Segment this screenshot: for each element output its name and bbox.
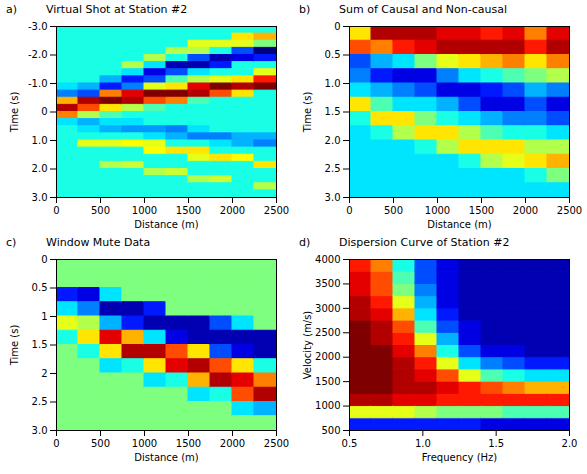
svg-text:3500: 3500 (315, 278, 340, 289)
html-text:Sum of Causal and Non-causal: Sum of Causal and Non-causal (339, 3, 508, 16)
svg-text:2.5: 2.5 (325, 163, 341, 174)
svg-text:-2.0: -2.0 (28, 49, 48, 60)
svg-text:1000: 1000 (132, 205, 157, 216)
svg-text:0.5: 0.5 (32, 282, 48, 293)
svg-text:2500: 2500 (557, 205, 582, 216)
svg-text:0: 0 (334, 21, 340, 32)
html-text:d): d) (299, 236, 311, 249)
svg-text:1000: 1000 (132, 438, 157, 449)
svg-text:1.0: 1.0 (415, 438, 431, 449)
svg-text:3.0: 3.0 (32, 425, 48, 436)
html-text:c): c) (6, 236, 17, 249)
svg-text:0: 0 (41, 254, 47, 265)
svg-text:3.0: 3.0 (32, 192, 48, 203)
svg-text:Time (s): Time (s) (302, 92, 313, 134)
svg-text:0.5: 0.5 (325, 49, 341, 60)
svg-text:Frequency (Hz): Frequency (Hz) (422, 452, 498, 463)
svg-text:Velocity (m/s): Velocity (m/s) (302, 311, 313, 380)
svg-text:-1.0: -1.0 (28, 78, 48, 89)
svg-text:1.5: 1.5 (32, 339, 48, 350)
svg-text:2500: 2500 (264, 205, 289, 216)
svg-text:2500: 2500 (264, 438, 289, 449)
html-text:a): a) (6, 3, 17, 16)
svg-text:1500: 1500 (469, 205, 494, 216)
svg-text:1.0: 1.0 (32, 135, 48, 146)
svg-text:2000: 2000 (220, 438, 245, 449)
svg-text:2000: 2000 (220, 205, 245, 216)
svg-text:2.5: 2.5 (32, 396, 48, 407)
svg-text:3.0: 3.0 (325, 192, 341, 203)
html-text:Dispersion Curve of Station #2: Dispersion Curve of Station #2 (339, 236, 510, 249)
html-text:Window Mute Data: Window Mute Data (46, 236, 151, 249)
svg-text:0: 0 (53, 205, 59, 216)
svg-text:0.5: 0.5 (342, 438, 358, 449)
svg-text:2.0: 2.0 (32, 163, 48, 174)
svg-text:500: 500 (321, 425, 340, 436)
svg-text:0: 0 (53, 438, 59, 449)
html-text:Virtual Shot at Station #2: Virtual Shot at Station #2 (46, 3, 188, 16)
svg-text:-3.0: -3.0 (28, 21, 48, 32)
svg-text:2.0: 2.0 (562, 438, 578, 449)
svg-text:1: 1 (41, 311, 47, 322)
svg-text:Distance (m): Distance (m) (134, 219, 199, 230)
svg-text:2500: 2500 (315, 327, 340, 338)
svg-text:Distance (m): Distance (m) (427, 219, 492, 230)
svg-text:500: 500 (91, 205, 110, 216)
svg-text:2: 2 (41, 368, 47, 379)
svg-text:2.0: 2.0 (325, 135, 341, 146)
svg-text:500: 500 (91, 438, 110, 449)
svg-text:1000: 1000 (315, 400, 340, 411)
svg-text:1500: 1500 (315, 376, 340, 387)
svg-text:1500: 1500 (176, 205, 201, 216)
svg-text:1000: 1000 (425, 205, 450, 216)
svg-text:2000: 2000 (315, 351, 340, 362)
svg-text:500: 500 (384, 205, 403, 216)
svg-text:1.5: 1.5 (488, 438, 504, 449)
svg-text:0: 0 (346, 205, 352, 216)
html-text:b): b) (299, 3, 311, 16)
svg-text:2000: 2000 (513, 205, 538, 216)
svg-text:1500: 1500 (176, 438, 201, 449)
svg-text:Time (s): Time (s) (9, 325, 20, 367)
svg-text:4000: 4000 (315, 254, 340, 265)
svg-text:1.5: 1.5 (325, 106, 341, 117)
svg-text:1.0: 1.0 (325, 78, 341, 89)
svg-text:0: 0 (41, 106, 47, 117)
svg-text:Distance (m): Distance (m) (134, 452, 199, 463)
svg-text:Time (s): Time (s) (9, 92, 20, 134)
svg-text:3000: 3000 (315, 303, 340, 314)
